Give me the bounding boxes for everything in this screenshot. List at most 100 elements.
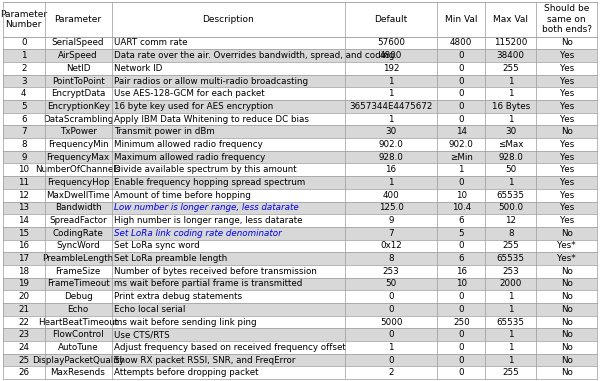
Text: 8: 8 (388, 254, 394, 263)
Text: 1: 1 (508, 305, 514, 314)
Text: 1: 1 (388, 343, 394, 352)
Text: 1: 1 (508, 330, 514, 339)
Text: Set LoRa sync word: Set LoRa sync word (114, 242, 200, 250)
Text: 15: 15 (18, 229, 29, 238)
Text: 50: 50 (505, 165, 517, 174)
Bar (3, 151, 597, 163)
Text: Attempts before dropping packet: Attempts before dropping packet (114, 368, 259, 377)
Text: ms wait before partial frame is transmitted: ms wait before partial frame is transmit… (114, 279, 302, 288)
Text: 10: 10 (18, 165, 29, 174)
Text: Yes: Yes (560, 190, 574, 200)
Text: 4800: 4800 (450, 38, 472, 48)
Text: 20: 20 (18, 292, 29, 301)
Text: Number of bytes received before transmission: Number of bytes received before transmis… (114, 267, 317, 276)
Text: 255: 255 (502, 242, 519, 250)
Text: EncryptData: EncryptData (51, 89, 105, 98)
Text: 902.0: 902.0 (379, 140, 403, 149)
Text: Yes*: Yes* (557, 254, 576, 263)
Text: SerialSpeed: SerialSpeed (52, 38, 104, 48)
Text: 24: 24 (18, 343, 29, 352)
Bar (3, 316, 597, 328)
Text: 11: 11 (18, 178, 29, 187)
Text: FrequencyMin: FrequencyMin (48, 140, 109, 149)
Text: 0: 0 (458, 355, 464, 365)
Text: Yes: Yes (560, 203, 574, 212)
Text: Minimum allowed radio frequency: Minimum allowed radio frequency (114, 140, 263, 149)
Text: 253: 253 (502, 267, 519, 276)
Text: 0: 0 (458, 102, 464, 111)
Text: No: No (561, 279, 572, 288)
Text: 10: 10 (456, 190, 467, 200)
Text: DisplayPacketQuality: DisplayPacketQuality (32, 355, 124, 365)
Text: Description: Description (202, 15, 254, 24)
Text: AutoTune: AutoTune (58, 343, 98, 352)
Text: No: No (561, 127, 572, 136)
Bar (3, 62, 597, 75)
Text: Debug: Debug (64, 292, 92, 301)
Text: 1: 1 (388, 115, 394, 123)
Text: 2000: 2000 (500, 279, 522, 288)
Text: 6: 6 (21, 115, 26, 123)
Text: Network ID: Network ID (114, 64, 163, 73)
Text: 5: 5 (458, 229, 464, 238)
Text: Yes: Yes (560, 140, 574, 149)
Text: 25: 25 (18, 355, 29, 365)
Text: 26: 26 (18, 368, 29, 377)
Text: Transmit power in dBm: Transmit power in dBm (114, 127, 215, 136)
Text: 7: 7 (388, 229, 394, 238)
Text: 22: 22 (18, 317, 29, 327)
Text: 65535: 65535 (497, 317, 525, 327)
Text: HeartBeatTimeout: HeartBeatTimeout (38, 317, 118, 327)
Text: 115200: 115200 (494, 38, 527, 48)
Text: Low number is longer range, less datarate: Low number is longer range, less datarat… (114, 203, 299, 212)
Text: 65535: 65535 (497, 190, 525, 200)
Text: Data rate over the air. Overrides bandwidth, spread, and coding.: Data rate over the air. Overrides bandwi… (114, 51, 397, 60)
Text: 16: 16 (456, 267, 467, 276)
Bar (3, 354, 597, 367)
Text: 0: 0 (388, 292, 394, 301)
Text: MaxResends: MaxResends (50, 368, 106, 377)
Text: 255: 255 (502, 368, 519, 377)
Text: Yes: Yes (560, 51, 574, 60)
Text: 1: 1 (458, 165, 464, 174)
Bar (3, 202, 597, 214)
Bar (3, 138, 597, 151)
Text: 16 byte key used for AES encryption: 16 byte key used for AES encryption (114, 102, 273, 111)
Text: 16 Bytes: 16 Bytes (491, 102, 530, 111)
Text: Parameter
Number: Parameter Number (0, 10, 47, 29)
Text: 3: 3 (21, 77, 26, 85)
Text: 18: 18 (18, 267, 29, 276)
Text: 38400: 38400 (497, 51, 525, 60)
Bar (3, 290, 597, 303)
Text: 500.0: 500.0 (498, 203, 523, 212)
Text: FrequencyMax: FrequencyMax (46, 153, 110, 162)
Bar (3, 87, 597, 100)
Text: 12: 12 (18, 190, 29, 200)
Bar (3, 303, 597, 316)
Text: No: No (561, 292, 572, 301)
Text: 12: 12 (505, 216, 516, 225)
Text: 9: 9 (21, 153, 26, 162)
Text: No: No (561, 330, 572, 339)
Text: 255: 255 (502, 64, 519, 73)
Text: 21: 21 (18, 305, 29, 314)
Text: 10.4: 10.4 (452, 203, 471, 212)
Text: 1: 1 (508, 292, 514, 301)
Text: 192: 192 (383, 64, 399, 73)
Text: FrameTimeout: FrameTimeout (47, 279, 109, 288)
Text: Yes: Yes (560, 178, 574, 187)
Bar (3, 240, 597, 252)
Text: 0: 0 (388, 305, 394, 314)
Text: 1: 1 (508, 89, 514, 98)
Bar (3, 176, 597, 189)
Text: Max Val: Max Val (493, 15, 528, 24)
Text: Parameter: Parameter (55, 15, 101, 24)
Text: 9: 9 (388, 216, 394, 225)
Text: Echo: Echo (67, 305, 89, 314)
Text: 0: 0 (388, 355, 394, 365)
Text: 6: 6 (458, 216, 464, 225)
Bar (3, 49, 597, 62)
Text: Yes: Yes (560, 153, 574, 162)
Text: No: No (561, 38, 572, 48)
Text: MaxDwellTime: MaxDwellTime (46, 190, 110, 200)
